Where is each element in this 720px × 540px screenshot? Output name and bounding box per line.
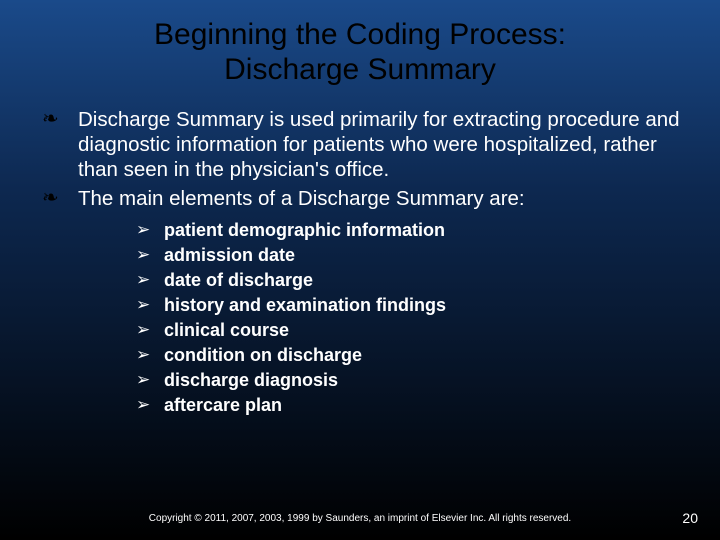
bullet-text: The main elements of a Discharge Summary… — [78, 186, 525, 211]
sub-text: discharge diagnosis — [164, 369, 338, 392]
sub-bullet: ➢ admission date — [136, 244, 680, 267]
sub-bullet: ➢ clinical course — [136, 319, 680, 342]
sub-bullet: ➢ date of discharge — [136, 269, 680, 292]
arrow-icon: ➢ — [136, 244, 164, 266]
sub-bullet: ➢ aftercare plan — [136, 394, 680, 417]
title-line-2: Discharge Summary — [224, 53, 496, 86]
sub-bullet: ➢ history and examination findings — [136, 294, 680, 317]
sub-text: history and examination findings — [164, 294, 446, 317]
arrow-icon: ➢ — [136, 294, 164, 316]
slide-content: ❧ Discharge Summary is used primarily fo… — [0, 87, 720, 417]
sub-bullet: ➢ discharge diagnosis — [136, 369, 680, 392]
sub-text: admission date — [164, 244, 295, 267]
sub-text: clinical course — [164, 319, 289, 342]
bullet-icon: ❧ — [40, 186, 78, 211]
bullet-text: Discharge Summary is used primarily for … — [78, 107, 680, 182]
sub-text: aftercare plan — [164, 394, 282, 417]
main-bullet: ❧ Discharge Summary is used primarily fo… — [40, 107, 680, 182]
sub-bullet-list: ➢ patient demographic information ➢ admi… — [136, 219, 680, 417]
arrow-icon: ➢ — [136, 344, 164, 366]
arrow-icon: ➢ — [136, 394, 164, 416]
copyright-text: Copyright © 2011, 2007, 2003, 1999 by Sa… — [0, 513, 720, 524]
sub-bullet: ➢ patient demographic information — [136, 219, 680, 242]
arrow-icon: ➢ — [136, 369, 164, 391]
bullet-icon: ❧ — [40, 107, 78, 132]
slide-title: Beginning the Coding Process: Discharge … — [0, 0, 720, 87]
arrow-icon: ➢ — [136, 269, 164, 291]
sub-text: condition on discharge — [164, 344, 362, 367]
sub-bullet: ➢ condition on discharge — [136, 344, 680, 367]
page-number: 20 — [682, 510, 698, 526]
arrow-icon: ➢ — [136, 219, 164, 241]
title-line-1: Beginning the Coding Process: — [154, 18, 566, 51]
sub-text: patient demographic information — [164, 219, 445, 242]
main-bullet: ❧ The main elements of a Discharge Summa… — [40, 186, 680, 211]
arrow-icon: ➢ — [136, 319, 164, 341]
sub-text: date of discharge — [164, 269, 313, 292]
